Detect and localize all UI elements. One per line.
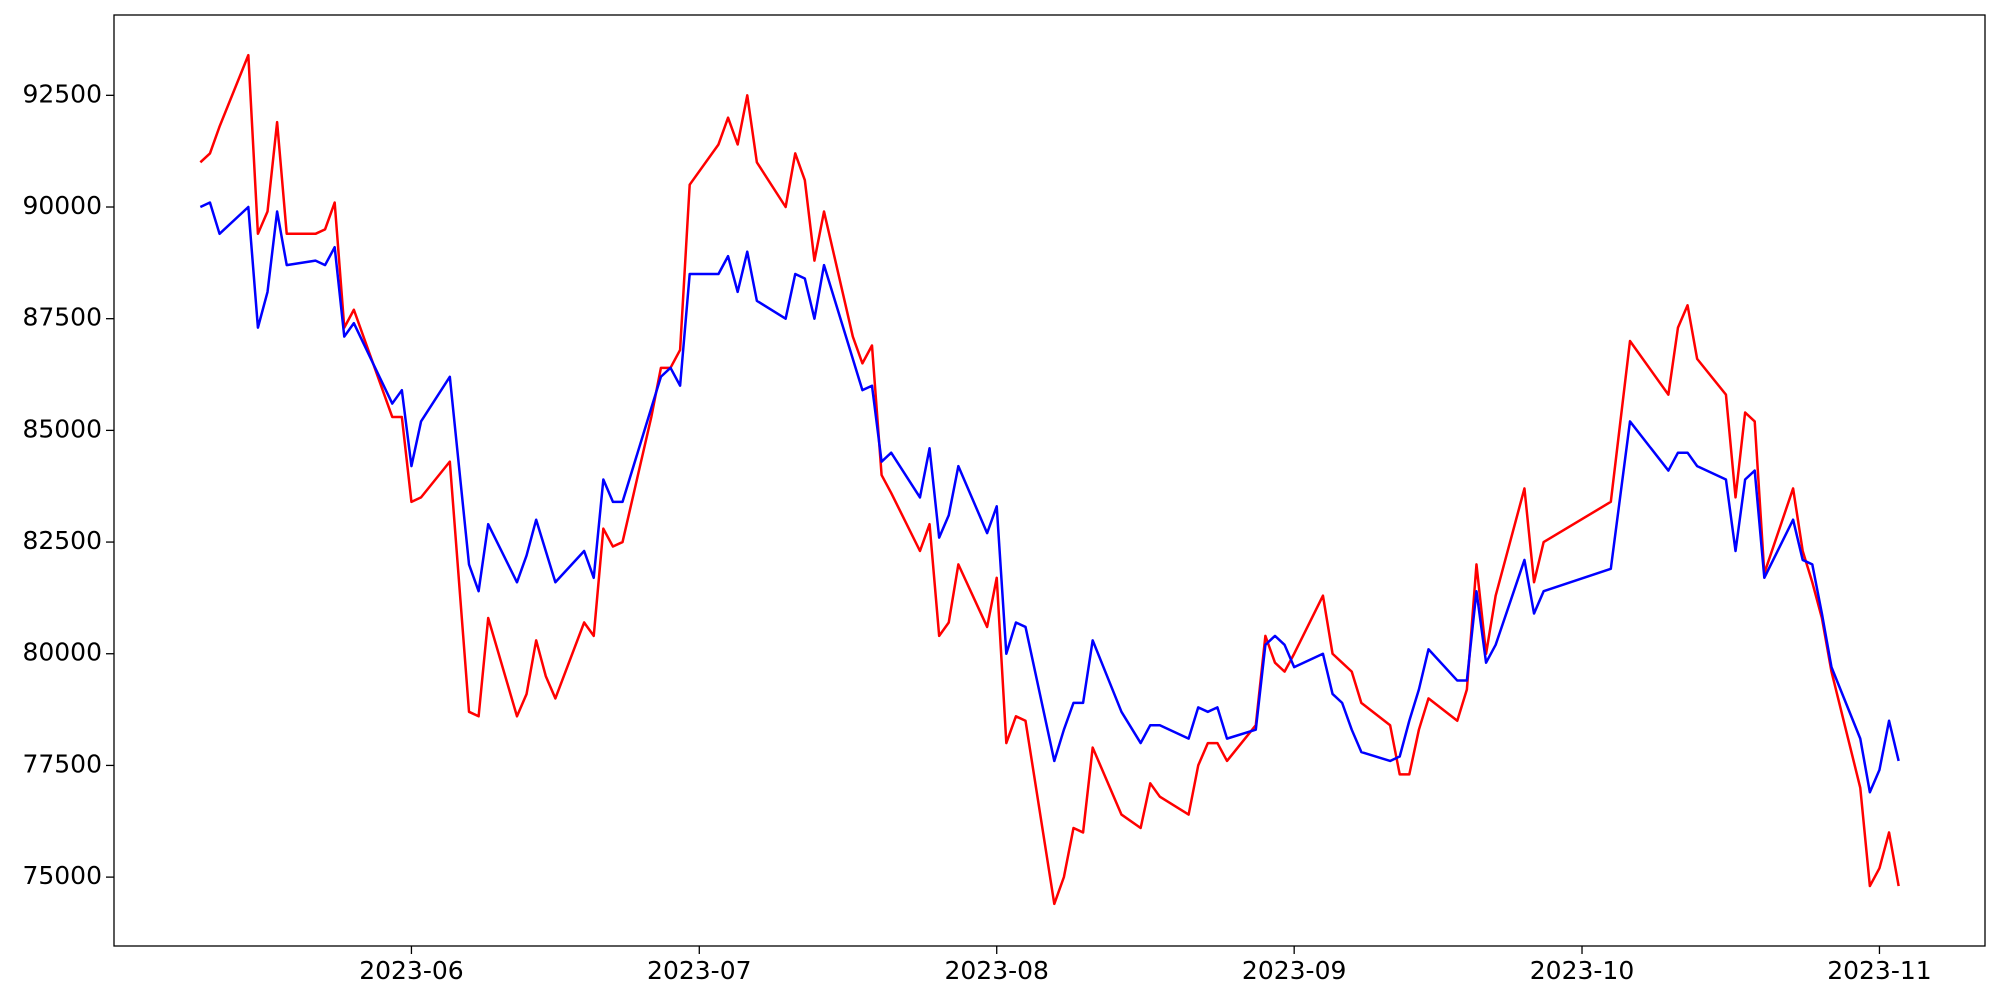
x-tick-label: 2023-09 [1242, 956, 1346, 985]
series-line [199, 201, 1900, 794]
x-tick-label: 2023-07 [647, 956, 751, 985]
plot-frame [113, 14, 1986, 947]
y-tick-label: 92500 [22, 79, 102, 108]
y-tick-label: 90000 [22, 191, 102, 220]
y-tick-label: 85000 [22, 414, 102, 443]
y-tick-label: 87500 [22, 303, 102, 332]
x-tick-label: 2023-08 [944, 956, 1048, 985]
y-tick-label: 80000 [22, 638, 102, 667]
x-tick-label: 2023-06 [359, 956, 463, 985]
series-line [199, 53, 1900, 906]
x-tick-label: 2023-11 [1827, 956, 1931, 985]
y-tick-label: 77500 [22, 749, 102, 778]
x-tick-label: 2023-10 [1530, 956, 1634, 985]
y-tick-label: 82500 [22, 526, 102, 555]
y-tick-label: 75000 [22, 861, 102, 890]
